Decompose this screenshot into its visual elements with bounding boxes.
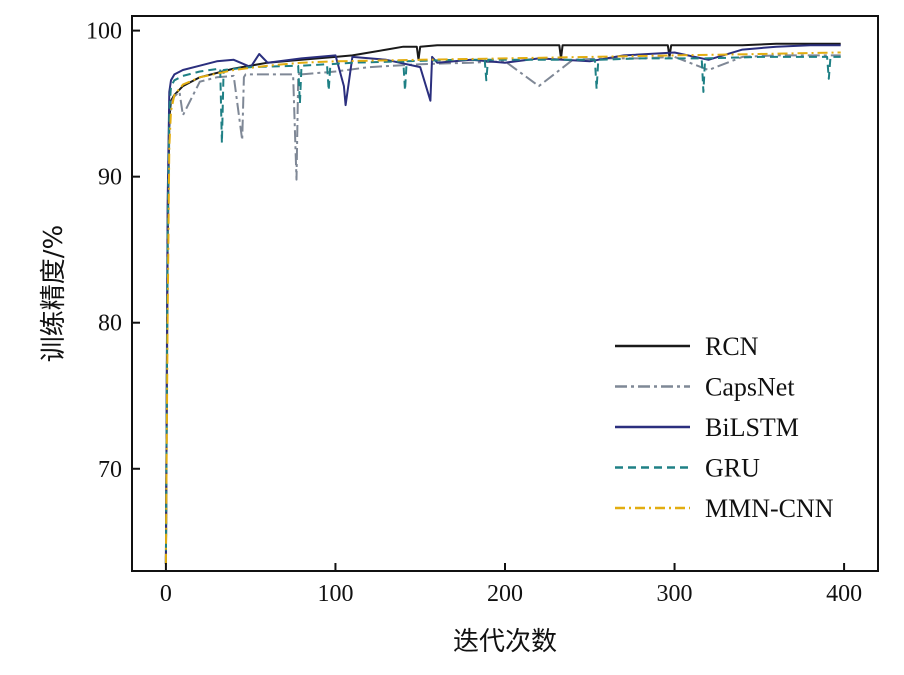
legend: RCN CapsNet BiLSTM GRU MMN-CNN: [615, 332, 834, 523]
legend-label-gru: GRU: [705, 454, 760, 483]
y-axis-label: 训练精度/%: [39, 225, 69, 362]
x-tick-label: 400: [826, 581, 862, 607]
plot-series-group: [164, 42, 841, 564]
x-tick-label: 200: [487, 581, 523, 607]
series-line-gru: [164, 55, 841, 564]
x-tick-label: 300: [657, 581, 693, 607]
legend-label-mmn-cnn: MMN-CNN: [705, 494, 834, 523]
legend-label-capsnet: CapsNet: [705, 373, 795, 402]
series-line-rcn: [164, 42, 841, 564]
y-tick-label: 100: [86, 19, 122, 45]
series-line-bilstm: [164, 44, 841, 564]
series-line-capsnet: [164, 54, 841, 564]
y-tick-label: 80: [98, 311, 122, 337]
y-axis: 70 80 90 100: [86, 19, 140, 483]
legend-label-rcn: RCN: [705, 332, 759, 361]
x-tick-label: 100: [317, 581, 353, 607]
y-tick-label: 70: [98, 457, 122, 483]
x-tick-label: 0: [160, 581, 172, 607]
legend-label-bilstm: BiLSTM: [705, 413, 799, 442]
x-axis: 0 100 200 300 400: [160, 563, 862, 607]
y-tick-label: 90: [98, 165, 122, 191]
x-axis-label: 迭代次数: [453, 627, 557, 657]
series-line-mmn-cnn: [164, 51, 841, 564]
